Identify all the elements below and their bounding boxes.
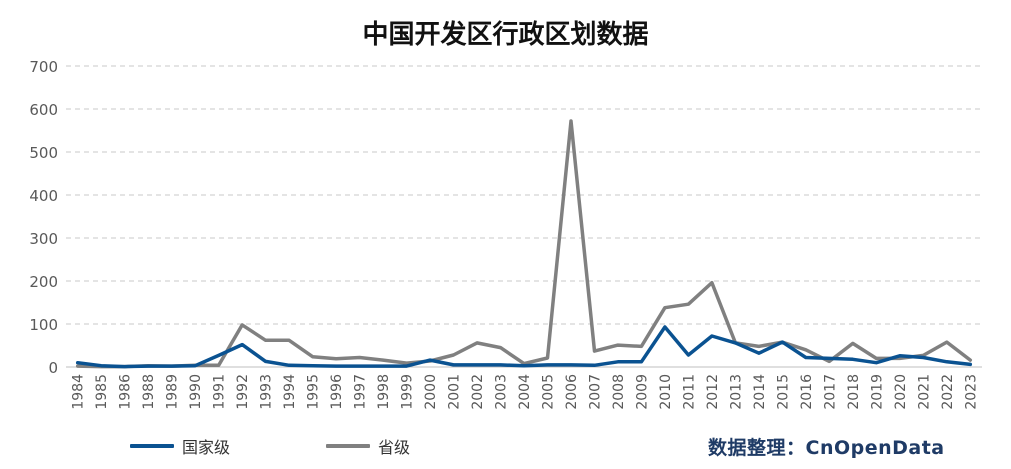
x-tick-label: 2020 [893,374,909,410]
y-tick-label: 200 [29,273,58,291]
y-tick-label: 300 [29,230,58,248]
x-tick-label: 2016 [799,374,815,410]
legend-label-provincial: 省级 [378,438,411,457]
x-axis-ticks: 1984 1985 1986 1988 1989 1990 1991 1992 1993 1994… [71,374,980,410]
y-tick-label: 400 [29,187,58,205]
x-tick-label: 1996 [329,374,345,410]
x-tick-label: 2004 [517,374,533,410]
x-tick-label: 2001 [447,374,463,410]
x-tick-label: 2009 [634,374,650,410]
x-tick-label: 2018 [846,374,862,410]
x-tick-label: 1997 [353,374,369,410]
x-tick-label: 2015 [775,374,791,410]
x-tick-label: 2006 [564,374,580,410]
gridlines [66,65,982,325]
x-tick-label: 1989 [165,374,181,410]
legend-item-national: 国家级 [130,434,230,458]
x-tick-label: 2014 [752,374,768,410]
x-tick-label: 2012 [705,374,721,410]
x-tick-label: 1993 [259,374,275,410]
x-tick-label: 2010 [658,374,674,410]
legend-swatch-national [130,444,174,448]
y-tick-label: 100 [29,316,58,334]
x-tick-label: 2011 [681,374,697,410]
x-tick-label: 1984 [71,374,87,410]
series-line-national [75,325,973,369]
y-axis-ticks: 0 100 200 300 400 500 600 700 [29,58,58,377]
x-tick-label: 2021 [916,374,932,410]
x-tick-label: 1988 [141,374,157,410]
x-tick-label: 1995 [306,374,322,410]
y-tick-label: 600 [29,101,58,119]
legend-swatch-provincial [326,444,370,448]
legend-item-provincial: 省级 [326,434,410,458]
legend-label-national: 国家级 [182,438,231,457]
x-tick-label: 2023 [963,374,979,410]
x-tick-label: 2008 [611,374,627,410]
x-tick-label: 1986 [118,374,134,410]
x-tick-label: 2002 [470,374,486,410]
y-tick-label: 700 [29,58,58,76]
x-tick-label: 2022 [940,374,956,410]
x-tick-label: 1994 [282,374,298,410]
x-tick-label: 2019 [869,374,885,410]
data-credit: 数据整理：CnOpenData [708,437,945,459]
x-tick-label: 1998 [376,374,392,410]
series-line-provincial [75,119,973,369]
x-tick-label: 2007 [587,374,603,410]
x-tick-label: 1992 [235,374,251,410]
y-tick-label: 500 [29,144,58,162]
x-tick-label: 2017 [822,374,838,410]
x-tick-label: 2000 [423,374,439,410]
x-tick-label: 2005 [540,374,556,410]
chart-title: 中国开发区行政区划数据 [362,20,649,50]
x-tick-label: 1999 [400,374,416,410]
x-tick-label: 1990 [188,374,204,410]
x-tick-label: 2003 [494,374,510,410]
x-tick-label: 1985 [94,374,110,410]
x-tick-label: 1991 [212,374,228,410]
x-tick-label: 2013 [728,374,744,410]
y-tick-label: 0 [48,359,58,377]
series-lines [75,119,973,369]
